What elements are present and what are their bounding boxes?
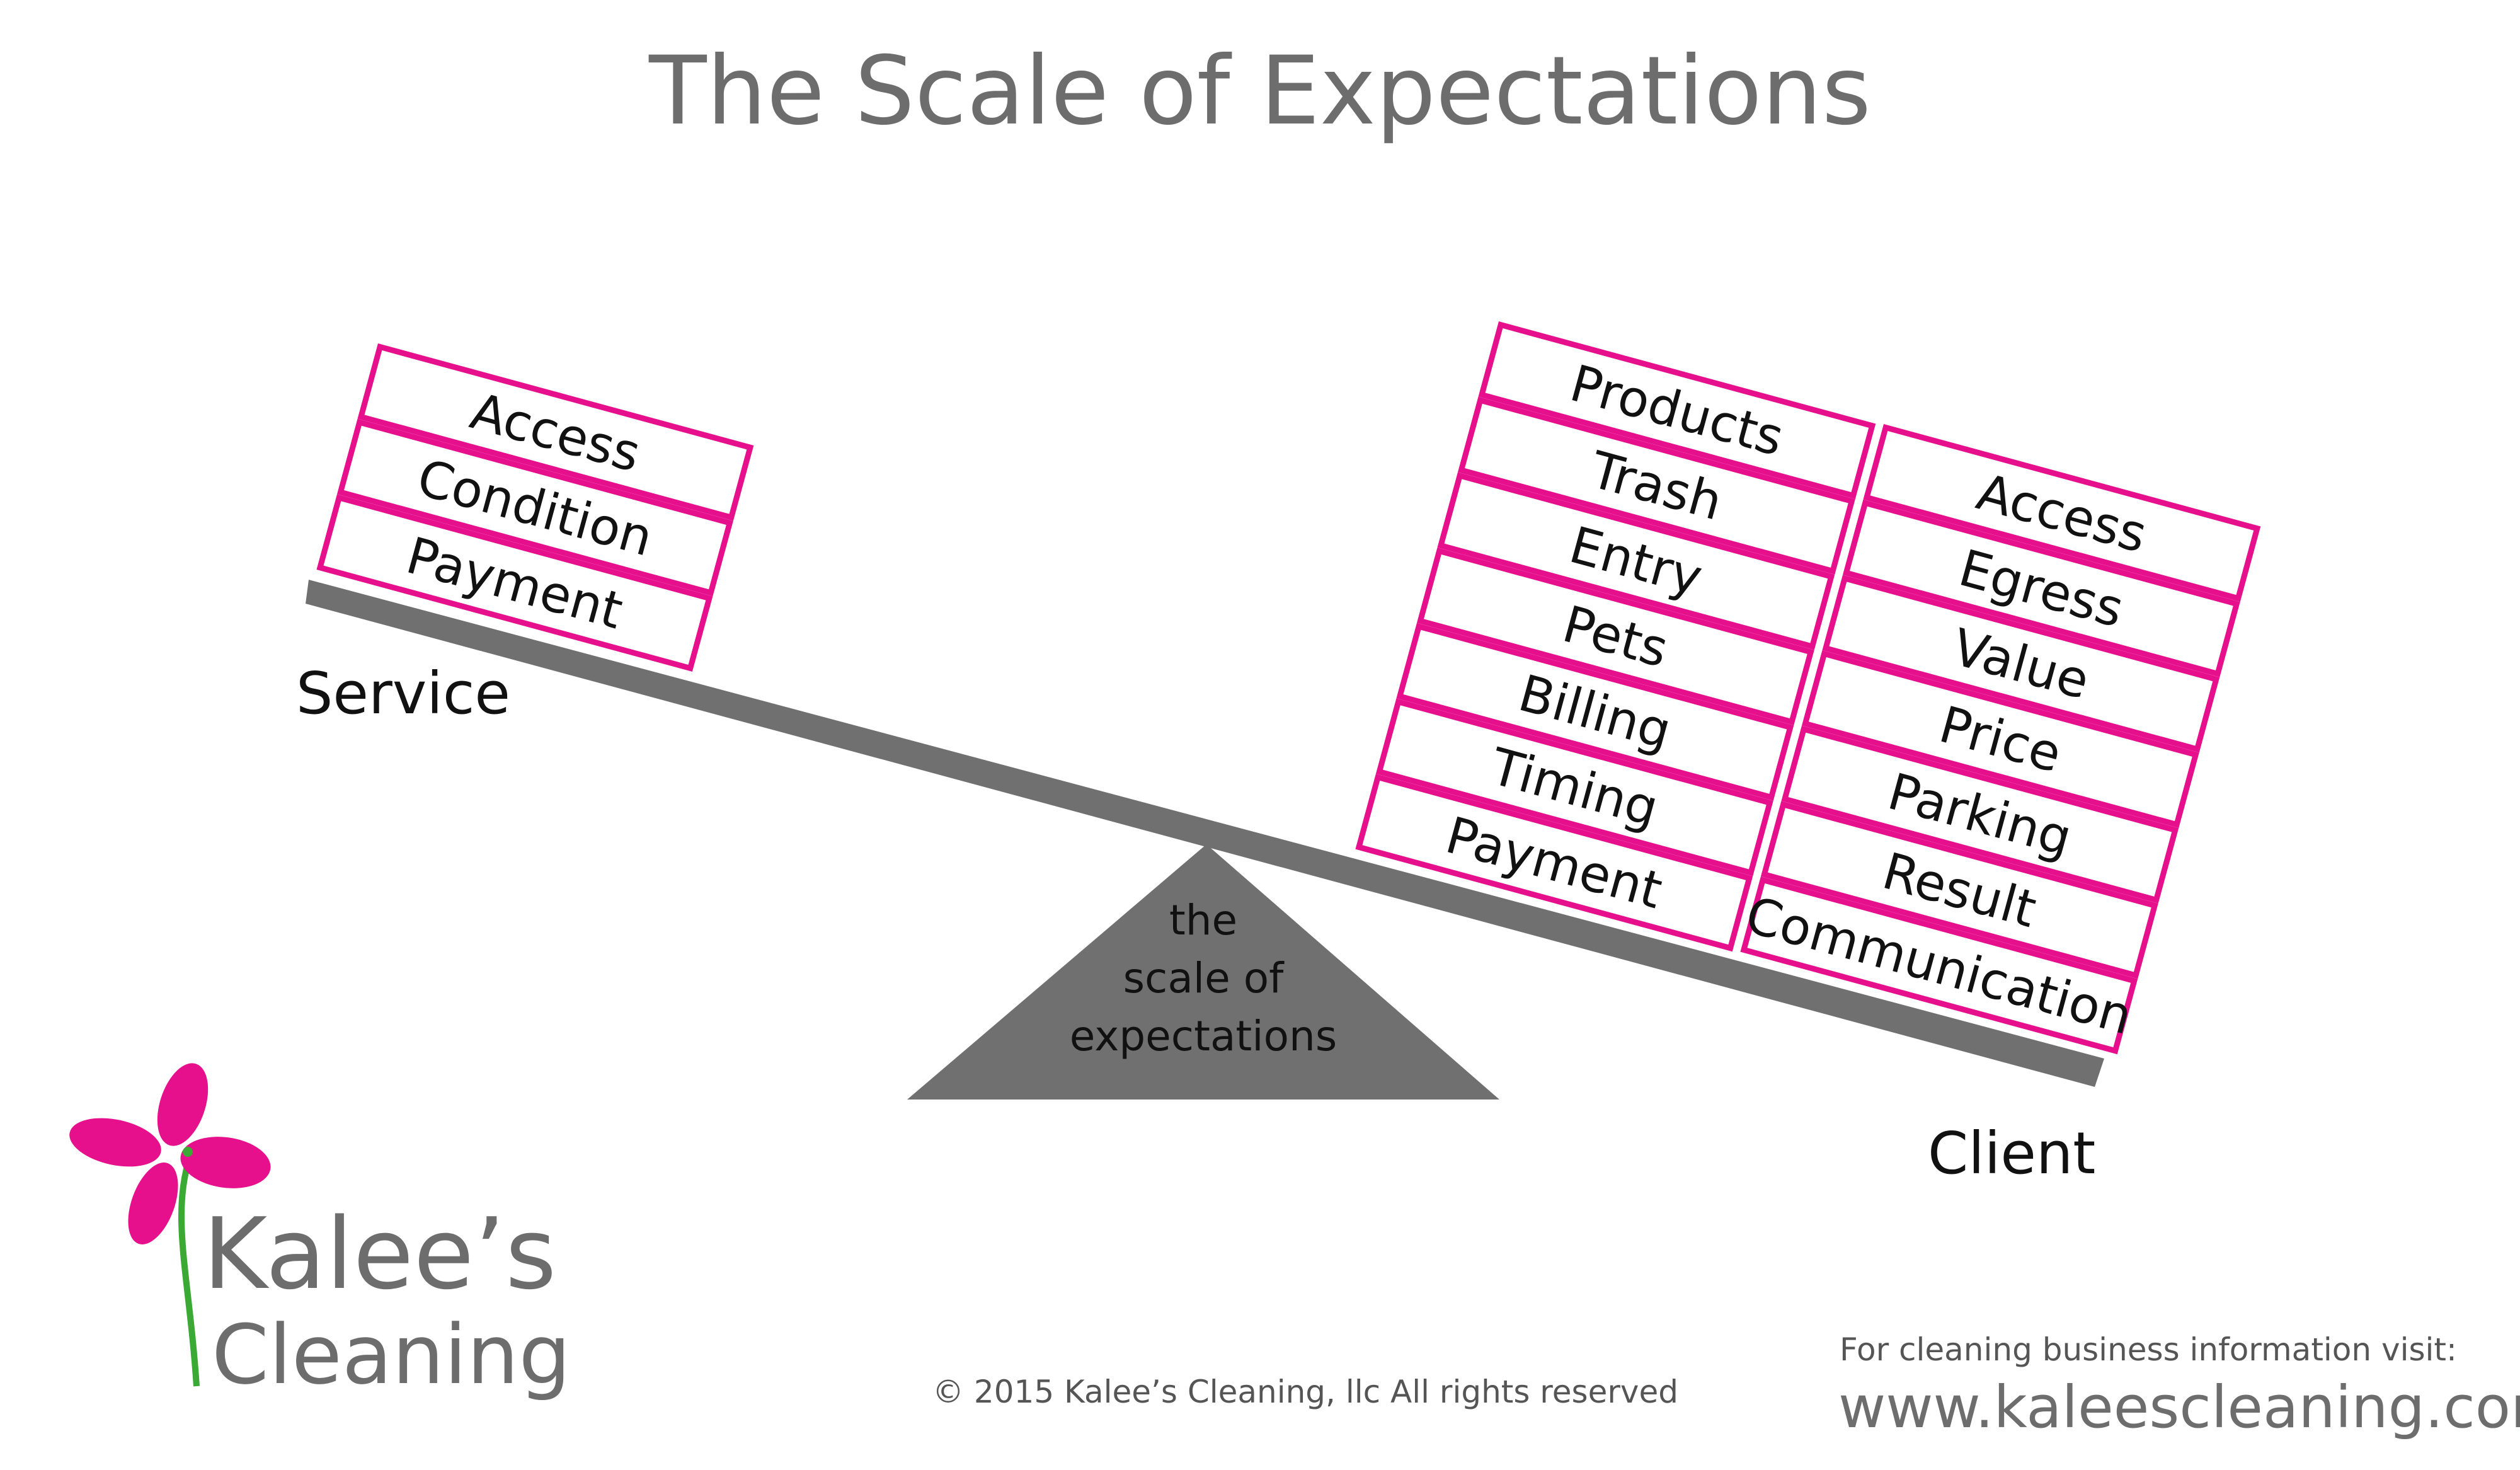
fulcrum-line: scale of bbox=[1123, 954, 1284, 1002]
service-label: Service bbox=[296, 660, 511, 727]
logo-word-cleaning: Cleaning bbox=[212, 1307, 571, 1403]
fulcrum-label: the scale of expectations bbox=[1065, 892, 1342, 1065]
client-label: Client bbox=[1928, 1120, 2096, 1187]
fulcrum-triangle bbox=[907, 844, 1499, 1100]
fulcrum-line: the bbox=[1169, 896, 1238, 945]
website-link[interactable]: www.kaleescleaning.com bbox=[1838, 1374, 2520, 1441]
page-title: The Scale of Expectations bbox=[649, 37, 1871, 146]
fulcrum-line: expectations bbox=[1069, 1012, 1337, 1060]
visit-text: For cleaning business information visit: bbox=[1840, 1331, 2457, 1368]
flower-icon bbox=[69, 1063, 271, 1387]
copyright-text: © 2015 Kalee’s Cleaning, llc All rights … bbox=[932, 1374, 1678, 1410]
scale-beam bbox=[306, 580, 2104, 1087]
logo-word-kalees: Kalee’s bbox=[203, 1197, 557, 1311]
